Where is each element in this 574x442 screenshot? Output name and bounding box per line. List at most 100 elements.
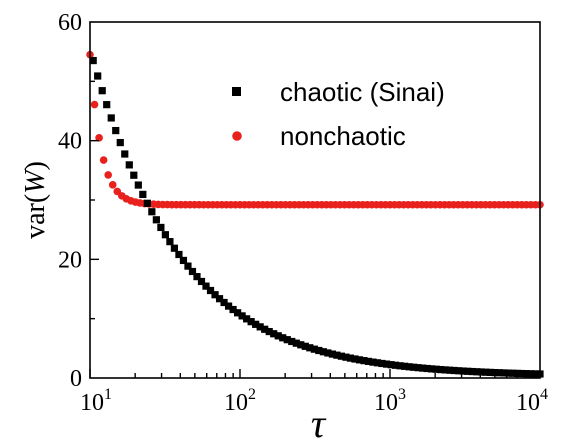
- x-tick-labels: 101 102 103 104: [80, 386, 548, 416]
- chaotic-point: [500, 369, 508, 377]
- chaotic-point: [324, 349, 332, 357]
- legend-marker-nonchaotic: [232, 131, 242, 141]
- chaotic-point: [247, 318, 255, 326]
- chaotic-point: [486, 368, 494, 376]
- chaotic-point: [315, 346, 323, 355]
- chaotic-point: [170, 244, 179, 252]
- y-tick-label: 20: [58, 247, 82, 273]
- chaotic-point: [238, 312, 246, 320]
- chaotic-point: [261, 325, 269, 333]
- chaotic-point: [364, 357, 373, 366]
- chaotic-point: [89, 56, 97, 65]
- y-axis-title-symbol: W: [20, 168, 51, 194]
- chaotic-point: [333, 351, 341, 359]
- chaotic-point: [107, 114, 115, 122]
- chaotic-point: [423, 364, 431, 373]
- y-axis-title-open: (: [20, 194, 51, 203]
- chaotic-point: [369, 358, 377, 366]
- chaotic-point: [351, 355, 359, 363]
- chaotic-point: [98, 87, 106, 95]
- y-tick-labels: 0 20 40 60: [58, 10, 82, 392]
- chaotic-point: [301, 342, 309, 350]
- chaotic-point: [179, 256, 188, 265]
- chaotic-point: [437, 365, 445, 374]
- chaotic-point: [522, 370, 531, 378]
- chaotic-point: [450, 366, 458, 375]
- legend-label-nonchaotic: nonchaotic: [280, 121, 406, 151]
- chaotic-point: [410, 363, 418, 371]
- chaotic-point: [464, 367, 472, 375]
- x-tick-label: 103: [374, 386, 406, 416]
- chaotic-point: [94, 72, 102, 80]
- chaotic-point: [441, 366, 449, 374]
- chaotic-point: [509, 369, 517, 377]
- chaotic-point: [166, 238, 174, 246]
- chaotic-point: [527, 370, 535, 378]
- nonchaotic-point: [90, 100, 99, 109]
- chaotic-point: [252, 320, 260, 328]
- chaotic-point: [495, 369, 503, 377]
- chaotic-point: [459, 367, 467, 375]
- chaotic-point: [531, 370, 540, 378]
- chaotic-point: [125, 161, 133, 169]
- chaotic-point: [161, 231, 169, 239]
- x-tick-label: 102: [224, 386, 256, 416]
- chaotic-point: [202, 282, 210, 290]
- chaotic-point: [378, 359, 386, 368]
- legend-label-chaotic: chaotic (Sinai): [280, 77, 445, 107]
- chaotic-point: [428, 365, 436, 373]
- chaotic-point: [419, 364, 427, 372]
- chaotic-point: [504, 369, 513, 377]
- chaotic-point: [491, 368, 499, 377]
- chaotic-point: [373, 359, 382, 367]
- y-tick-label: 40: [58, 129, 82, 155]
- y-axis-title: var(W): [20, 161, 51, 239]
- chaotic-point: [157, 223, 165, 232]
- chaotic-point: [234, 309, 242, 317]
- chaotic-point: [103, 101, 111, 109]
- axis-ticks: [89, 80, 534, 378]
- y-axis-title-close: ): [20, 161, 51, 170]
- chaotic-point: [414, 364, 422, 372]
- chaotic-point: [229, 305, 237, 314]
- chaotic-point: [342, 353, 350, 361]
- chaotic-point: [211, 291, 219, 299]
- x-axis-title: τ: [311, 401, 327, 442]
- chaotic-point: [143, 199, 151, 207]
- y-tick-label: 60: [58, 10, 82, 36]
- chaotic-point: [396, 362, 404, 370]
- chaotic-point: [215, 295, 224, 303]
- chaotic-point: [134, 181, 142, 189]
- chaotic-point: [130, 171, 138, 179]
- chaotic-point: [274, 332, 282, 340]
- chaotic-point: [270, 330, 278, 338]
- chaotic-point: [224, 302, 233, 310]
- chaotic-point: [112, 126, 120, 135]
- x-tick-label: 104: [516, 386, 548, 416]
- chaotic-point: [477, 368, 485, 376]
- nonchaotic-point: [104, 171, 112, 179]
- chaotic-point: [297, 341, 305, 349]
- chaotic-point: [292, 339, 300, 347]
- chaotic-point: [188, 267, 197, 276]
- plot-frame: [89, 21, 541, 379]
- chaotic-point: [121, 150, 129, 158]
- chaotic-point: [193, 273, 201, 281]
- chaotic-point: [360, 357, 368, 365]
- chaotic-point: [400, 362, 409, 370]
- y-tick-label: 0: [70, 366, 82, 392]
- nonchaotic-point: [95, 134, 103, 142]
- chaotic-point: [175, 250, 183, 259]
- chaotic-point: [346, 354, 355, 362]
- chaotic-point: [432, 365, 440, 373]
- chaotic-point: [265, 327, 273, 336]
- chaotic-point: [355, 356, 364, 364]
- chaotic-point: [468, 367, 476, 376]
- legend-marker-chaotic: [232, 87, 241, 96]
- chaotic-point: [382, 360, 391, 368]
- nonchaotic-point: [108, 181, 117, 189]
- chaotic-point: [337, 352, 346, 360]
- chaotic-point: [328, 350, 336, 358]
- chaotic-point: [283, 336, 291, 344]
